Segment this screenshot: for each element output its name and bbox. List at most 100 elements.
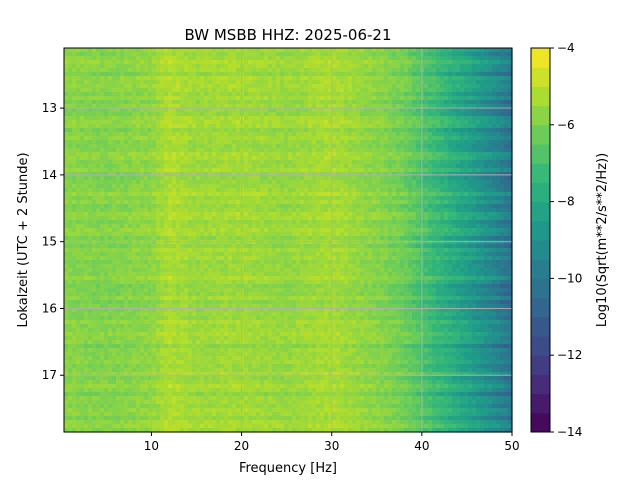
- heatmap-cell: [416, 48, 421, 53]
- heatmap-cell: [212, 64, 217, 69]
- heatmap-cell: [176, 200, 181, 205]
- heatmap-cell: [260, 140, 265, 145]
- heatmap-cell: [268, 52, 273, 57]
- heatmap-cell: [260, 108, 265, 113]
- heatmap-cell: [464, 88, 469, 93]
- heatmap-cell: [392, 204, 397, 209]
- heatmap-cell: [292, 152, 297, 157]
- heatmap-cell: [452, 204, 457, 209]
- heatmap-cell: [488, 132, 493, 137]
- heatmap-cell: [236, 76, 241, 81]
- heatmap-cell: [312, 72, 317, 77]
- heatmap-cell: [272, 188, 277, 193]
- heatmap-cell: [400, 192, 405, 197]
- heatmap-cell: [312, 136, 317, 141]
- heatmap-cell: [312, 116, 317, 121]
- heatmap-cell: [140, 156, 145, 161]
- heatmap-cell: [312, 176, 317, 181]
- heatmap-cell: [128, 212, 133, 217]
- heatmap-cell: [484, 108, 489, 113]
- heatmap-cell: [260, 208, 265, 213]
- heatmap-cell: [112, 180, 117, 185]
- heatmap-cell: [476, 152, 481, 157]
- heatmap-cell: [456, 48, 461, 53]
- heatmap-cell: [272, 128, 277, 133]
- heatmap-cell: [96, 152, 101, 157]
- heatmap-cell: [220, 56, 225, 61]
- heatmap-cell: [164, 196, 169, 201]
- heatmap-cell: [408, 84, 413, 89]
- heatmap-cell: [316, 168, 321, 173]
- heatmap-cell: [436, 68, 441, 73]
- heatmap-cell: [220, 176, 225, 181]
- heatmap-cell: [260, 96, 265, 101]
- heatmap-cell: [276, 184, 281, 189]
- heatmap-cell: [428, 64, 433, 69]
- heatmap-cell: [248, 84, 253, 89]
- heatmap-cell: [320, 48, 325, 53]
- heatmap-cell: [116, 100, 121, 105]
- heatmap-cell: [104, 120, 109, 125]
- heatmap-cell: [444, 96, 449, 101]
- heatmap-cell: [156, 136, 161, 141]
- heatmap-cell: [296, 116, 301, 121]
- heatmap-cell: [132, 208, 137, 213]
- heatmap-cell: [320, 84, 325, 89]
- heatmap-cell: [404, 72, 409, 77]
- heatmap-cell: [296, 132, 301, 137]
- heatmap-cell: [296, 52, 301, 57]
- heatmap-cell: [64, 160, 69, 165]
- heatmap-cell: [508, 120, 513, 125]
- heatmap-cell: [220, 168, 225, 173]
- heatmap-cell: [76, 220, 81, 225]
- heatmap-cell: [364, 220, 369, 225]
- heatmap-cell: [472, 76, 477, 81]
- heatmap-cell: [316, 176, 321, 181]
- heatmap-cell: [160, 152, 165, 157]
- heatmap-cell: [416, 184, 421, 189]
- heatmap-cell: [136, 72, 141, 77]
- heatmap-cell: [92, 108, 97, 113]
- heatmap-cell: [316, 204, 321, 209]
- heatmap-cell: [140, 140, 145, 145]
- heatmap-cell: [344, 208, 349, 213]
- heatmap-cell: [300, 180, 305, 185]
- heatmap-cell: [152, 184, 157, 189]
- heatmap-cell: [344, 96, 349, 101]
- heatmap-cell: [264, 144, 269, 149]
- heatmap-cell: [260, 160, 265, 165]
- heatmap-cell: [272, 64, 277, 69]
- heatmap-cell: [64, 132, 69, 137]
- heatmap-cell: [336, 220, 341, 225]
- heatmap-cell: [472, 196, 477, 201]
- heatmap-cell: [140, 148, 145, 153]
- heatmap-cell: [380, 156, 385, 161]
- heatmap-cell: [128, 132, 133, 137]
- heatmap-cell: [124, 180, 129, 185]
- heatmap-cell: [504, 168, 509, 173]
- heatmap-cell: [448, 104, 453, 109]
- heatmap-cell: [364, 192, 369, 197]
- heatmap-cell: [312, 164, 317, 169]
- heatmap-cell: [64, 100, 69, 105]
- heatmap-cell: [124, 64, 129, 69]
- heatmap-cell: [340, 148, 345, 153]
- heatmap-cell: [380, 220, 385, 225]
- heatmap-cell: [508, 80, 513, 85]
- heatmap-cell: [404, 124, 409, 129]
- heatmap-cell: [72, 224, 77, 229]
- heatmap-cell: [416, 212, 421, 217]
- heatmap-cell: [340, 80, 345, 85]
- heatmap-cell: [440, 108, 445, 113]
- heatmap-cell: [200, 168, 205, 173]
- heatmap-cell: [360, 104, 365, 109]
- heatmap-cell: [348, 72, 353, 77]
- heatmap-cell: [444, 188, 449, 193]
- heatmap-cell: [388, 136, 393, 141]
- heatmap-cell: [364, 80, 369, 85]
- heatmap-cell: [412, 60, 417, 65]
- heatmap-cell: [384, 208, 389, 213]
- heatmap-cell: [136, 84, 141, 89]
- heatmap-cell: [448, 92, 453, 97]
- heatmap-cell: [320, 160, 325, 165]
